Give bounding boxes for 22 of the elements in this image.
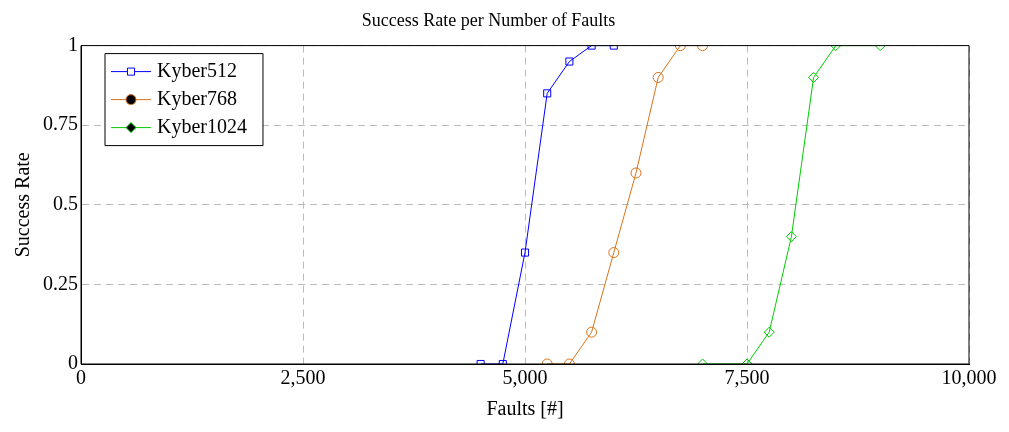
legend-label: Kyber768	[157, 86, 237, 110]
x-axis-title: Faults [#]	[486, 397, 564, 420]
chart-title: Success Rate per Number of Faults	[361, 9, 616, 30]
x-tick-label: 5,000	[502, 366, 548, 389]
y-axis-title: Success Rate	[11, 152, 34, 258]
x-tick-label: 7,500	[724, 366, 770, 389]
y-tick-label: 0.25	[43, 271, 78, 294]
point	[763, 326, 775, 338]
x-tick-label: 10,000	[941, 366, 997, 389]
point	[785, 231, 797, 243]
point	[608, 247, 620, 259]
point	[520, 248, 530, 257]
y-tick-label: 1	[68, 32, 78, 55]
y-tick-label: 0	[68, 351, 78, 374]
y-tick-label: 0.5	[53, 192, 78, 215]
point	[586, 326, 598, 338]
legend-label: Kyber512	[157, 58, 237, 82]
point	[543, 89, 552, 98]
y-tick-label: 0.75	[43, 112, 78, 135]
x-tick-label: 2,500	[280, 366, 326, 389]
point	[630, 167, 642, 179]
legend-label: Kyber1024	[157, 114, 247, 138]
